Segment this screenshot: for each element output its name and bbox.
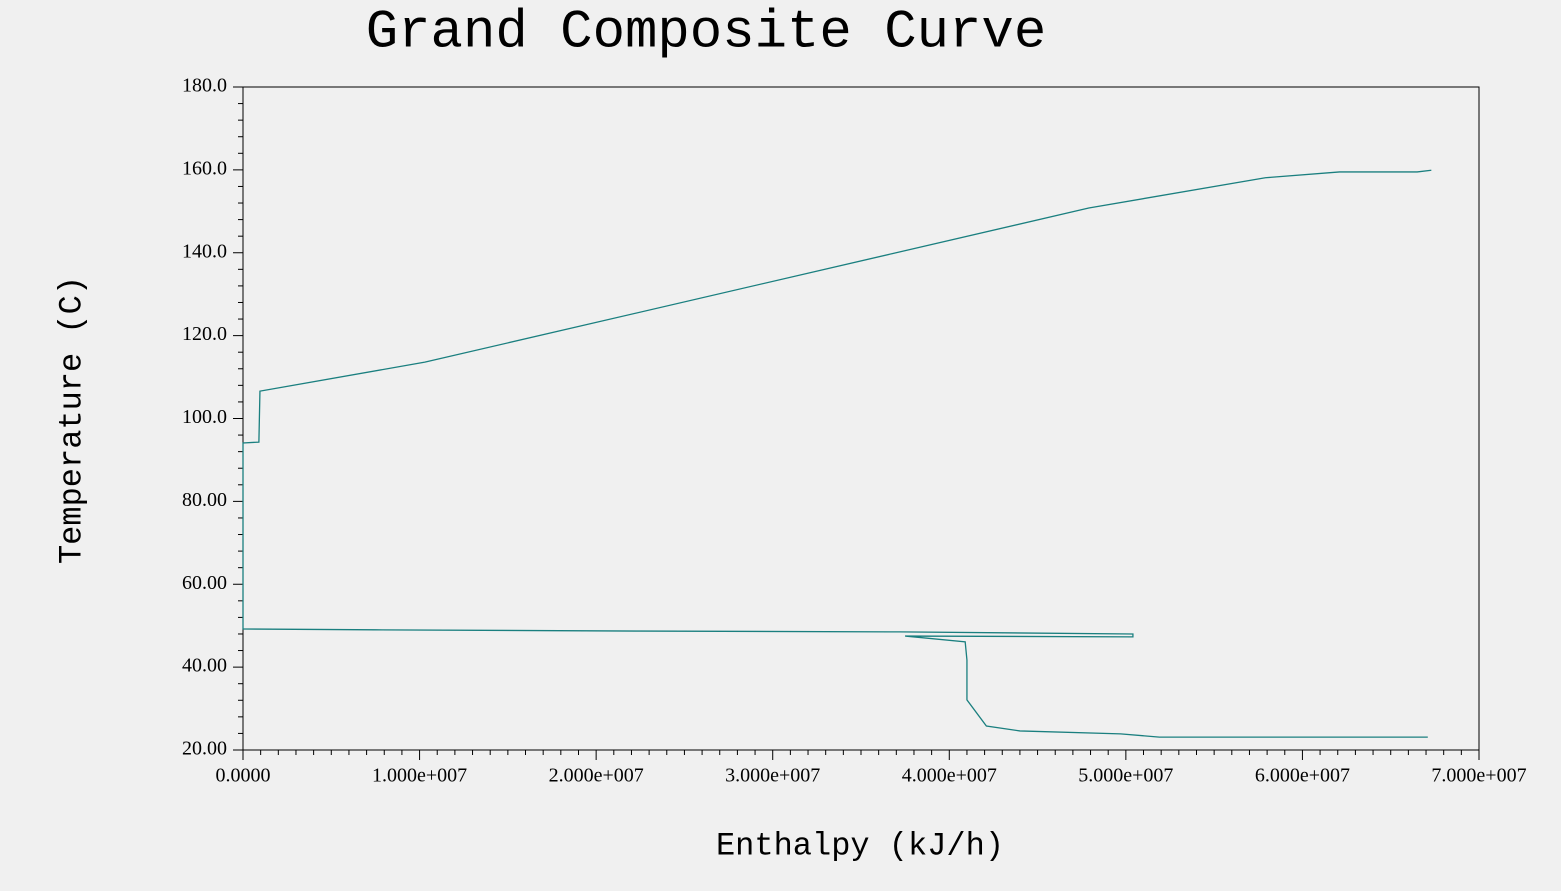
y-tick-label: 180.0 bbox=[182, 75, 227, 97]
y-tick-label: 40.00 bbox=[182, 655, 227, 677]
x-tick-label: 3.000e+007 bbox=[725, 765, 820, 787]
y-axis-label: Temperature (C) bbox=[53, 276, 90, 564]
y-tick-label: 20.00 bbox=[182, 738, 227, 760]
y-tick-label: 60.00 bbox=[182, 572, 227, 594]
x-tick-label: 5.000e+007 bbox=[1078, 765, 1173, 787]
chart-title: Grand Composite Curve bbox=[366, 2, 1047, 63]
y-tick-label: 160.0 bbox=[182, 157, 227, 179]
x-axis-label: Enthalpy (kJ/h) bbox=[716, 827, 1004, 864]
x-tick-label: 4.000e+007 bbox=[902, 765, 997, 787]
y-tick-label: 120.0 bbox=[182, 323, 227, 345]
y-tick-label: 100.0 bbox=[182, 406, 227, 428]
x-tick-label: 7.000e+007 bbox=[1431, 765, 1526, 787]
x-tick-label: 0.0000 bbox=[216, 765, 271, 787]
x-tick-label: 1.000e+007 bbox=[372, 765, 467, 787]
y-tick-label: 80.00 bbox=[182, 489, 227, 511]
x-tick-label: 2.000e+007 bbox=[549, 765, 644, 787]
data-line bbox=[242, 169, 1432, 738]
y-tick-label: 140.0 bbox=[182, 240, 227, 262]
x-tick-label: 6.000e+007 bbox=[1255, 765, 1350, 787]
